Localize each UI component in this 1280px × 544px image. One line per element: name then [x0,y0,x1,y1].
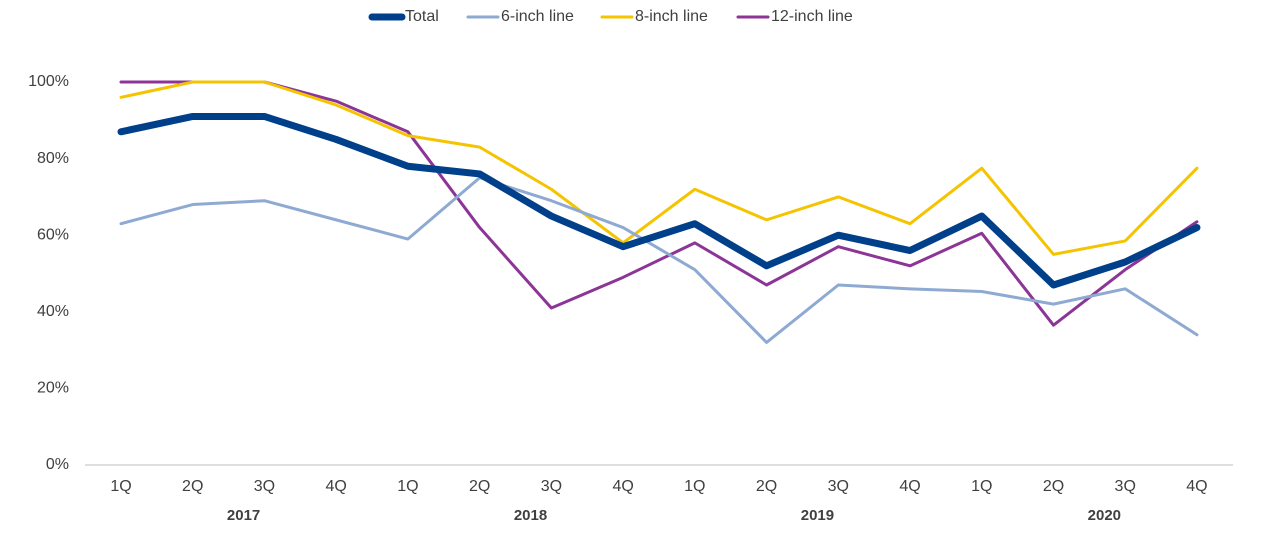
x-tick-label: 4Q [326,478,347,495]
x-group-label: 2017 [227,507,260,524]
x-group-label: 2019 [801,507,834,524]
y-tick-label: 80% [37,150,69,167]
y-tick-label: 100% [28,73,69,90]
y-tick-label: 60% [37,226,69,243]
x-tick-label: 4Q [612,478,633,495]
x-tick-label: 1Q [971,478,992,495]
x-tick-label: 4Q [1186,478,1207,495]
legend-label: 8-inch line [635,8,708,25]
y-tick-label: 40% [37,303,69,320]
x-group-label: 2018 [514,507,547,524]
line-series [119,80,1199,327]
x-tick-label: 1Q [110,478,131,495]
x-group-label: 2020 [1088,507,1121,524]
line-series [119,80,1199,256]
y-tick-label: 20% [37,380,69,397]
x-tick-label: 3Q [541,478,562,495]
x-tick-label: 2Q [469,478,490,495]
x-tick-label: 1Q [397,478,418,495]
x-tick-label: 3Q [1115,478,1136,495]
line-series [117,112,1201,289]
x-tick-label: 2Q [182,478,203,495]
legend-label: Total [405,8,439,25]
y-tick-label: 0% [46,456,69,473]
x-tick-label: 3Q [828,478,849,495]
legend-label: 12-inch line [771,8,853,25]
line-series [119,176,1199,344]
x-tick-label: 1Q [684,478,705,495]
x-tick-label: 4Q [899,478,920,495]
x-tick-label: 3Q [254,478,275,495]
x-tick-label: 2Q [756,478,777,495]
x-tick-label: 2Q [1043,478,1064,495]
legend-label: 6-inch line [501,8,574,25]
